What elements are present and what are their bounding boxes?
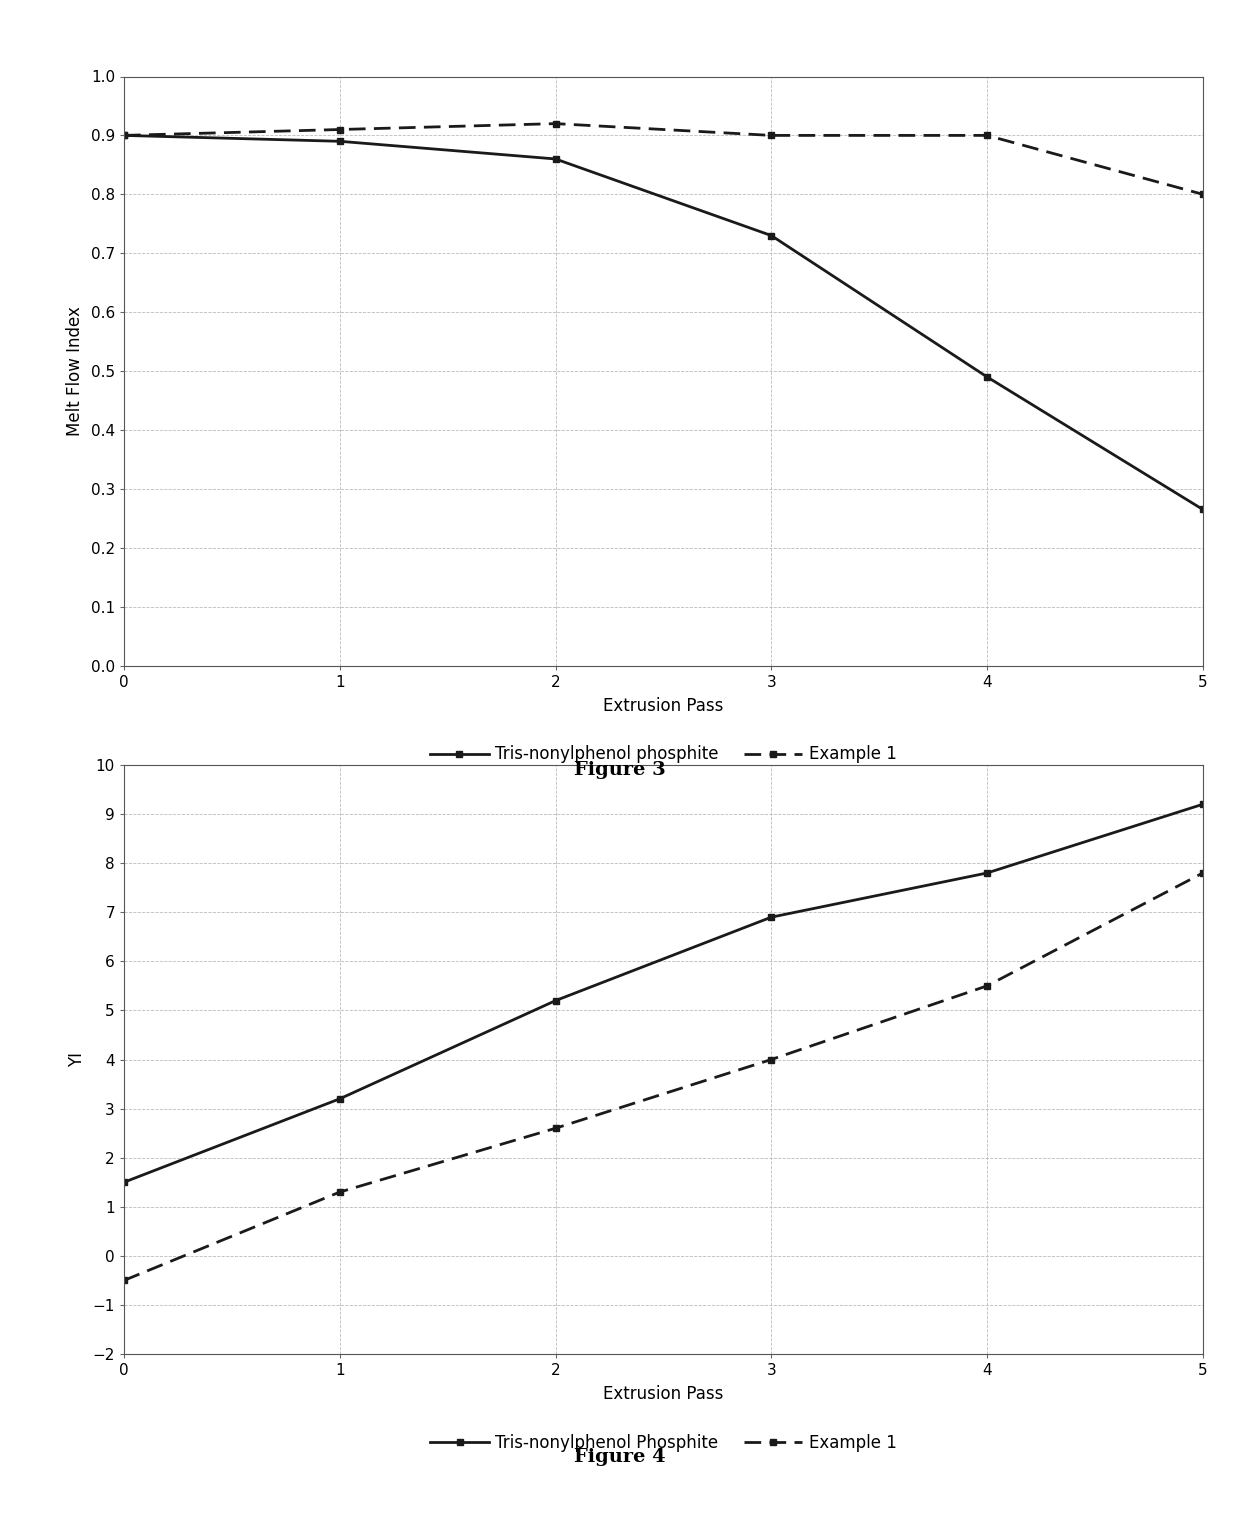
Tris-nonylphenol phosphite [332, 132, 347, 150]
Tris-nonylphenol Phosphite [1195, 796, 1210, 814]
Example 1 [764, 127, 779, 145]
Tris-nonylphenol Phosphite [332, 1089, 347, 1108]
Line: Tris-nonylphenol phosphite: Tris-nonylphenol phosphite [120, 132, 1207, 513]
Tris-nonylphenol phosphite [117, 127, 131, 145]
Text: Figure 4: Figure 4 [574, 1447, 666, 1466]
Tris-nonylphenol Phosphite [764, 907, 779, 926]
Legend: Tris-nonylphenol Phosphite, Example 1: Tris-nonylphenol Phosphite, Example 1 [424, 1427, 903, 1458]
Example 1 [980, 127, 994, 145]
Example 1 [548, 115, 563, 133]
Tris-nonylphenol phosphite [548, 150, 563, 168]
Example 1 [332, 1183, 347, 1201]
Example 1 [332, 121, 347, 139]
Y-axis label: Melt Flow Index: Melt Flow Index [66, 306, 84, 436]
Example 1 [1195, 864, 1210, 883]
Tris-nonylphenol phosphite [1195, 500, 1210, 519]
Tris-nonylphenol phosphite [980, 367, 994, 386]
Tris-nonylphenol Phosphite [548, 991, 563, 1010]
Line: Tris-nonylphenol Phosphite: Tris-nonylphenol Phosphite [120, 800, 1207, 1186]
Example 1 [980, 976, 994, 994]
Example 1 [764, 1051, 779, 1069]
Example 1 [117, 1271, 131, 1290]
Line: Example 1: Example 1 [120, 869, 1207, 1284]
Tris-nonylphenol Phosphite [980, 864, 994, 883]
Example 1 [117, 127, 131, 145]
X-axis label: Extrusion Pass: Extrusion Pass [603, 1385, 724, 1403]
X-axis label: Extrusion Pass: Extrusion Pass [603, 696, 724, 715]
Line: Example 1: Example 1 [120, 121, 1207, 197]
Example 1 [548, 1118, 563, 1137]
Y-axis label: YI: YI [68, 1053, 86, 1066]
Tris-nonylphenol phosphite [764, 226, 779, 245]
Example 1 [1195, 185, 1210, 203]
Legend: Tris-nonylphenol phosphite, Example 1: Tris-nonylphenol phosphite, Example 1 [424, 739, 903, 770]
Text: Figure 3: Figure 3 [574, 760, 666, 779]
Tris-nonylphenol Phosphite [117, 1174, 131, 1192]
